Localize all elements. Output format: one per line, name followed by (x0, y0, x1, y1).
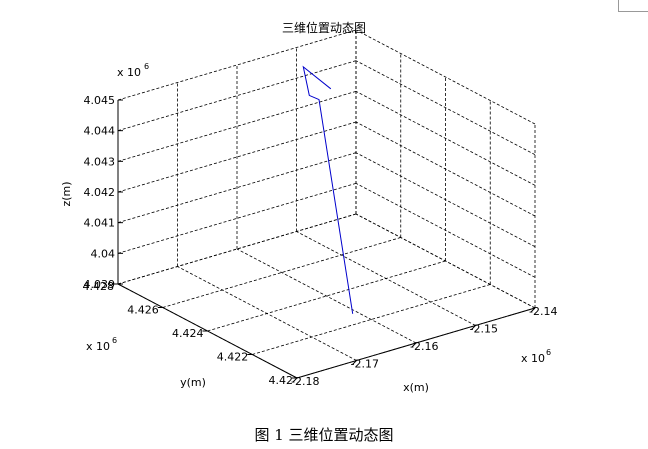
y-tick-label: 4.428 (83, 280, 115, 293)
y-tick-label: 4.424 (172, 327, 204, 340)
z-exponent: 6 (144, 62, 149, 71)
side-wall-gridline-z (355, 152, 536, 248)
x-tick-label: -2.15 (470, 323, 498, 336)
z-tick-label: 4.04 (91, 247, 116, 260)
z-tick-label: 4.045 (84, 94, 116, 107)
side-wall-gridline-z (355, 29, 536, 125)
back-wall-gridline-z (117, 152, 357, 224)
x-tick-label: -2.18 (291, 375, 319, 388)
series (302, 65, 354, 314)
x-tick-label: -2.14 (529, 305, 557, 318)
z-axis-label: z(m) (60, 181, 73, 206)
series-line (302, 65, 354, 314)
y-tick-label: 4.422 (217, 351, 249, 364)
floor-gridline-y (162, 237, 401, 308)
side-wall-gridline-z (355, 213, 536, 309)
side-wall-gridline-z (355, 60, 536, 156)
y-axis-label: y(m) (180, 376, 206, 389)
back-wall-gridline-z (117, 60, 357, 132)
x-tick-label: -2.16 (410, 340, 438, 353)
x-tick (352, 360, 357, 365)
back-wall-gridline-z (117, 121, 357, 193)
side-wall-gridline-z (355, 90, 536, 186)
y-multiplier: x 10 (86, 340, 110, 353)
x-exponent: 6 (546, 348, 551, 357)
page-corner-mark (618, 0, 648, 12)
z-tick-label: 4.043 (84, 155, 116, 168)
z-multiplier: x 10 (117, 66, 141, 79)
x-tick (292, 377, 298, 383)
z-tick-label: 4.042 (84, 186, 116, 199)
x-tick (411, 342, 417, 348)
back-wall-gridline-z (117, 90, 357, 162)
back-wall-gridline-z (117, 182, 357, 254)
side-wall-gridline-z (355, 182, 536, 278)
x-tick-label: -2.17 (351, 358, 379, 371)
z-tick-label: 4.044 (84, 125, 116, 138)
floor-gridline-y (252, 284, 491, 355)
back-wall-gridline-z (117, 29, 357, 101)
floor-gridline-y (207, 260, 446, 332)
chart-title: 三维位置动态图 (282, 20, 366, 35)
labels: 三维位置动态图 x(m) y(m) z(m) x 10 6 x 10 6 x 1… (60, 20, 557, 394)
x-multiplier: x 10 (521, 352, 545, 365)
side-wall-gridline-z (355, 121, 536, 217)
x-tick (471, 325, 476, 330)
axes (113, 99, 536, 383)
z-tick-label: 4.041 (84, 217, 116, 230)
x-tick (530, 307, 536, 313)
y-tick-label: 4.42 (269, 374, 294, 387)
floor-gridline-x (236, 248, 417, 344)
x-axis-label: x(m) (403, 381, 429, 394)
back-wall-gridline-z (117, 213, 357, 285)
y-exponent: 6 (112, 336, 117, 345)
z-tick-label: 4.039 (84, 278, 116, 291)
figure-caption: 图 1 三维位置动态图 (254, 426, 394, 444)
y-tick-label: 4.426 (127, 304, 159, 317)
